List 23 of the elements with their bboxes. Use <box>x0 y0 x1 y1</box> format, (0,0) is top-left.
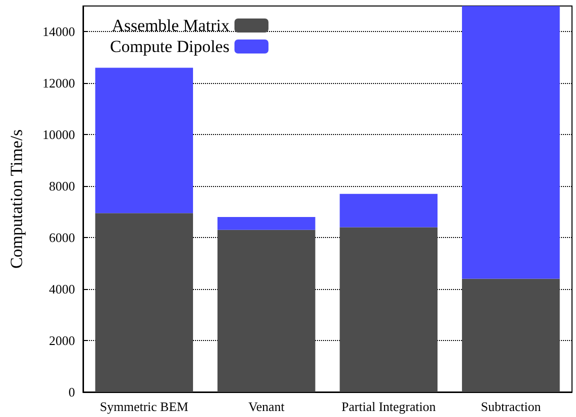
bar <box>340 227 438 392</box>
y-tick-label: 10000 <box>42 127 75 142</box>
bar <box>462 6 560 279</box>
x-tick-label: Partial Integration <box>342 399 436 414</box>
y-tick-label: 0 <box>68 384 75 400</box>
bar <box>95 68 194 214</box>
y-axis-title: Computation Time/s <box>7 129 26 269</box>
legend-label: Assemble Matrix <box>112 16 230 35</box>
bar <box>462 278 560 392</box>
y-tick-label: 4000 <box>49 282 75 297</box>
legend-label: Compute Dipoles <box>110 37 230 56</box>
y-tick-label: 2000 <box>49 333 75 348</box>
y-tick-label: 14000 <box>42 24 75 40</box>
x-tick-label: Venant <box>248 399 285 414</box>
y-tick-label: 12000 <box>42 76 75 91</box>
bar <box>340 194 438 228</box>
x-tick-label: Subtraction <box>480 399 542 414</box>
x-tick-label: Symmetric BEM <box>100 399 189 414</box>
bar <box>95 213 194 392</box>
y-tick-label: 6000 <box>49 230 75 246</box>
bar <box>217 217 316 230</box>
bar <box>217 230 316 392</box>
y-tick-label: 8000 <box>49 178 75 194</box>
